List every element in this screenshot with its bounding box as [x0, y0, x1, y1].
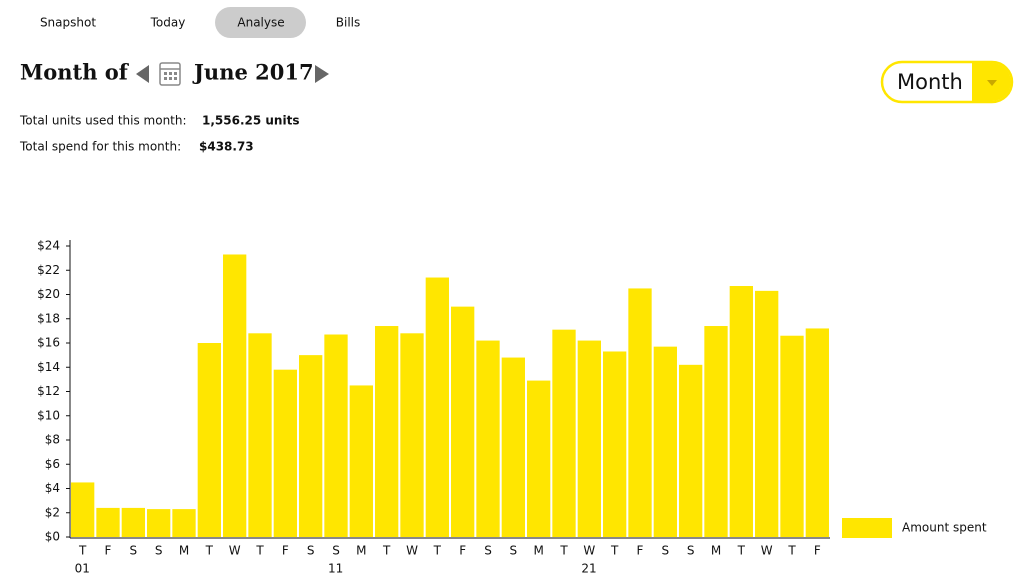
- bar: [96, 507, 120, 537]
- bar: [755, 290, 779, 537]
- bar: [273, 369, 297, 537]
- x-tick-label: M: [179, 544, 189, 558]
- y-tick-label: $24: [37, 239, 60, 253]
- x-tick-label: M: [711, 544, 721, 558]
- units-label: Total units used this month:: [19, 114, 187, 128]
- spend-label: Total spend for this month:: [19, 140, 181, 154]
- x-tick-label: T: [787, 544, 796, 558]
- y-tick-label: $12: [37, 384, 60, 398]
- calendar-icon[interactable]: [159, 62, 181, 86]
- bar: [780, 335, 804, 537]
- bar: [552, 329, 576, 537]
- y-tick-label: $18: [37, 311, 60, 325]
- y-tick-label: $10: [37, 408, 60, 422]
- x-tick-label: F: [282, 544, 289, 558]
- period: June 2017: [192, 60, 314, 85]
- x-tick-label: F: [459, 544, 466, 558]
- bar: [805, 328, 829, 537]
- bar: [223, 254, 247, 538]
- bar: [729, 286, 753, 537]
- bar: [679, 364, 703, 537]
- x-tick-label: T: [78, 544, 87, 558]
- y-tick-label: $22: [37, 263, 60, 277]
- bar: [704, 326, 728, 537]
- x-tick-label: T: [205, 544, 214, 558]
- bar: [349, 385, 373, 537]
- bar: [299, 355, 323, 537]
- nav-tab[interactable]: Analyse: [237, 16, 284, 30]
- y-tick-label: $8: [45, 433, 60, 447]
- x-tick-label: W: [583, 544, 595, 558]
- x-tick-label: T: [737, 544, 746, 558]
- x-tick-label: T: [255, 544, 264, 558]
- active-tab-bg: [215, 7, 306, 38]
- x-tick-label: M: [356, 544, 366, 558]
- bar: [653, 346, 677, 537]
- view-dropdown[interactable]: Month: [880, 60, 1014, 104]
- x-tick-label: F: [105, 544, 112, 558]
- bar: [476, 340, 500, 537]
- x-tick-label: T: [610, 544, 619, 558]
- y-tick-label: $14: [37, 360, 60, 374]
- legend-label: Amount spent: [902, 521, 987, 535]
- x-tick-label: W: [229, 544, 241, 558]
- x-tick-label: F: [637, 544, 644, 558]
- x-date-label: 21: [581, 562, 596, 576]
- bar: [425, 277, 449, 537]
- x-tick-label: S: [130, 544, 138, 558]
- y-tick-label: $4: [45, 481, 60, 495]
- bar: [400, 333, 424, 537]
- month-of: Month of: [20, 60, 130, 85]
- nav-tab[interactable]: Today: [150, 16, 186, 30]
- y-tick-label: $6: [45, 457, 60, 471]
- x-tick-label: T: [382, 544, 391, 558]
- bar: [577, 340, 601, 537]
- x-tick-label: S: [332, 544, 340, 558]
- prev-arrow[interactable]: [136, 65, 149, 83]
- x-tick-label: S: [510, 544, 518, 558]
- next-arrow[interactable]: [315, 65, 329, 83]
- nav-tab[interactable]: Snapshot: [40, 16, 96, 30]
- bar: [172, 509, 196, 537]
- x-tick-label: T: [559, 544, 568, 558]
- bar: [527, 380, 551, 537]
- x-tick-label: S: [484, 544, 492, 558]
- y-tick-label: $2: [45, 505, 60, 519]
- view-label: Month: [897, 70, 963, 94]
- x-tick-label: F: [814, 544, 821, 558]
- bar: [375, 326, 399, 537]
- bar: [121, 507, 145, 537]
- y-tick-label: $0: [45, 530, 60, 544]
- y-tick-label: $16: [37, 336, 60, 350]
- x-tick-label: T: [433, 544, 442, 558]
- x-tick-label: S: [687, 544, 695, 558]
- x-tick-label: M: [533, 544, 543, 558]
- bar: [147, 509, 171, 537]
- units-value: 1,556.25 units: [202, 114, 299, 128]
- bar: [501, 357, 525, 537]
- bar: [324, 334, 348, 537]
- bar: [603, 351, 627, 537]
- x-tick-label: S: [155, 544, 163, 558]
- nav-tab[interactable]: Bills: [336, 16, 361, 30]
- x-tick-label: W: [406, 544, 418, 558]
- y-tick-label: $20: [37, 287, 60, 301]
- bar: [248, 333, 272, 537]
- x-tick-label: S: [307, 544, 315, 558]
- x-date-label: 01: [75, 562, 90, 576]
- x-date-label: 11: [328, 562, 343, 576]
- bar: [71, 482, 95, 537]
- bar: [197, 343, 221, 537]
- x-tick-label: W: [761, 544, 773, 558]
- x-tick-label: S: [662, 544, 670, 558]
- legend-swatch: [842, 518, 892, 538]
- bar: [628, 288, 652, 537]
- bar: [451, 306, 475, 537]
- spend-value: $438.73: [199, 140, 254, 154]
